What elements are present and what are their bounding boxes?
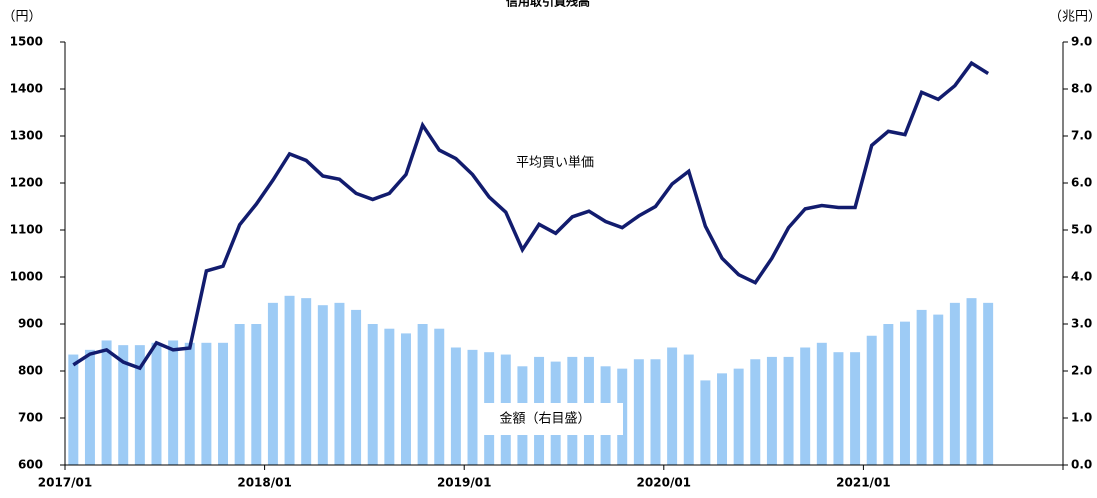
bar (284, 295, 295, 465)
y-tick-label: 700 (18, 411, 43, 425)
label-box (478, 403, 623, 435)
y-tick-label: 1500 (10, 35, 43, 49)
y2-tick-label: 9.0 (1071, 35, 1092, 49)
bar (218, 342, 229, 465)
x-tick-label: 2021/01 (836, 476, 890, 490)
y2-tick-label: 6.0 (1071, 176, 1092, 190)
bar (467, 349, 478, 465)
y2-tick-label: 4.0 (1071, 270, 1092, 284)
y-tick-label: 600 (18, 458, 43, 472)
y2-tick-label: 0.0 (1071, 458, 1092, 472)
bar (766, 356, 777, 465)
x-tick-label: 2020/01 (637, 476, 691, 490)
bar (683, 354, 694, 465)
bar (850, 352, 861, 465)
bar (168, 340, 179, 465)
bar (301, 298, 312, 465)
bar (933, 314, 944, 465)
y2-axis-unit: （兆円） (1049, 10, 1097, 25)
y2-tick-label: 1.0 (1071, 411, 1092, 425)
bar (783, 356, 794, 465)
bar (267, 302, 278, 465)
bar (883, 324, 894, 465)
bar (101, 340, 112, 465)
bar (717, 373, 728, 465)
x-tick-label: 2018/01 (237, 476, 291, 490)
y-tick-label: 1100 (10, 223, 43, 237)
bar (234, 324, 245, 465)
bar (633, 359, 644, 465)
bar (434, 328, 445, 465)
bar (866, 335, 877, 465)
y-tick-label: 1400 (10, 82, 43, 96)
bar (184, 342, 195, 465)
bar (134, 345, 145, 465)
y2-tick-label: 2.0 (1071, 364, 1092, 378)
bar (251, 324, 262, 465)
bar (351, 309, 362, 465)
bar (650, 359, 661, 465)
y-tick-label: 800 (18, 364, 43, 378)
bar (334, 302, 345, 465)
chart-title: 信用取引買残高 (506, 0, 590, 9)
bar (84, 349, 95, 465)
bar (417, 324, 428, 465)
bar (667, 347, 678, 465)
y2-tick-label: 3.0 (1071, 317, 1092, 331)
x-tick-label: 2017/01 (38, 476, 92, 490)
bar (384, 328, 395, 465)
bar (800, 347, 811, 465)
line (72, 60, 990, 371)
bar (899, 321, 910, 465)
bar (201, 342, 212, 465)
bar (733, 368, 744, 465)
line-label: 平均買い単価 (516, 155, 594, 171)
y-tick-label: 900 (18, 317, 43, 331)
bar (816, 342, 827, 465)
bar-label: 金額（右目盛） (499, 411, 590, 427)
bar (151, 342, 162, 465)
bar (317, 305, 328, 465)
bar (450, 347, 461, 465)
bar (367, 324, 378, 465)
y2-tick-label: 7.0 (1071, 129, 1092, 143)
bar (400, 333, 411, 465)
bar (68, 354, 79, 465)
bar (750, 359, 761, 465)
bar (949, 302, 960, 465)
bar (833, 352, 844, 465)
y-tick-label: 1000 (10, 270, 43, 284)
bar (700, 380, 711, 465)
bar (983, 302, 994, 465)
x-tick-label: 2019/01 (437, 476, 491, 490)
y-tick-label: 1200 (10, 176, 43, 190)
bar (916, 309, 927, 465)
y-axis-unit: （円） (2, 10, 41, 25)
y-tick-label: 1300 (10, 129, 43, 143)
bar (118, 345, 129, 465)
y2-tick-label: 8.0 (1071, 82, 1092, 96)
y2-tick-label: 5.0 (1071, 223, 1092, 237)
bar (966, 298, 977, 465)
